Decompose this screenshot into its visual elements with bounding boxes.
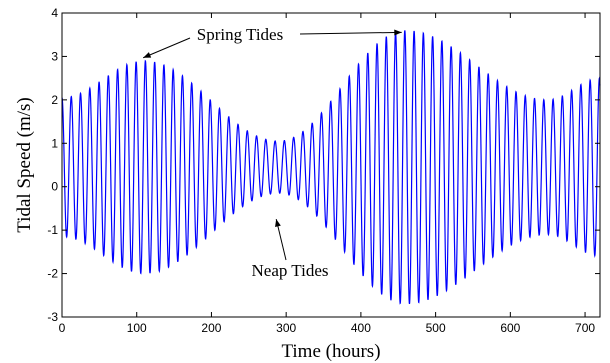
x-tick-label: 0	[59, 321, 66, 335]
x-tick-label: 300	[276, 321, 296, 335]
series-layer	[61, 30, 601, 305]
y-tick-label: -2	[47, 267, 58, 281]
y-tick-label: -3	[47, 310, 58, 324]
plot-frame	[61, 12, 601, 318]
x-tick-label: 500	[426, 321, 446, 335]
x-tick-label: 400	[351, 321, 371, 335]
x-axis-title: Time (hours)	[281, 341, 380, 362]
x-tick-label: 600	[500, 321, 520, 335]
spring-tides-label: Spring Tides	[197, 25, 283, 44]
annotations-layer: Spring Tides Neap Tides	[142, 25, 402, 280]
x-tick-label: 700	[575, 321, 595, 335]
y-tick-label: 1	[51, 136, 58, 150]
neap-tides-label: Neap Tides	[252, 261, 329, 280]
tidal-speed-line	[61, 30, 601, 305]
x-tick-label: 100	[127, 321, 147, 335]
spring-tides-arrow-left-head	[143, 52, 152, 58]
ticks-layer: 0 100 200 300 400 500 600 700 -3 -2 -1 0 1 2 3 4	[47, 6, 600, 335]
plot-background	[62, 13, 600, 317]
spring-tides-arrow-right	[299, 31, 402, 35]
x-tick-label: 200	[201, 321, 221, 335]
neap-tides-arrow-head	[275, 219, 281, 228]
y-tick-label: -1	[47, 223, 58, 237]
spring-tides-arrow-left	[142, 37, 191, 59]
y-tick-label: 0	[51, 180, 58, 194]
y-tick-label: 2	[51, 93, 58, 107]
y-axis-title: Tidal Speed (m/s)	[14, 97, 35, 232]
spring-tides-arrow-right-head	[394, 29, 402, 36]
y-tick-label: 3	[51, 49, 58, 63]
y-tick-label: 4	[51, 6, 58, 20]
